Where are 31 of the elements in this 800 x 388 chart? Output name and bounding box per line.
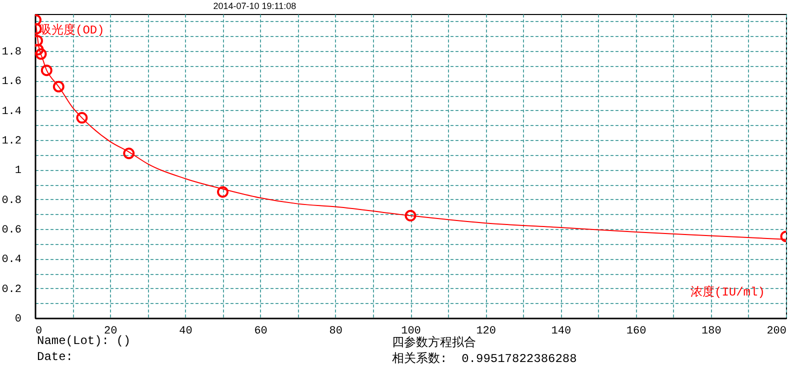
x-tick-label: 180 (701, 326, 722, 338)
point (404, 210, 416, 222)
x-tick-label: 120 (476, 326, 496, 338)
y-tick-label: 0 (14, 314, 22, 326)
point (40, 64, 52, 76)
y-tick-label: 0.4 (2, 254, 22, 266)
chart-title: 2014-07-10 19:11:08 (213, 1, 296, 11)
point (123, 148, 135, 160)
x-tick-label: 140 (551, 326, 572, 338)
x-tick-label: 160 (626, 326, 646, 338)
y-tick-label: 1.4 (2, 106, 22, 118)
y-tick-label: 0.6 (2, 224, 22, 237)
text: 四参数方程拟合 (392, 334, 476, 351)
x-tick-label: 200 (766, 326, 786, 338)
point (217, 186, 228, 198)
y-tick-label: 1.2 (2, 136, 22, 148)
y-tick-label: 1.6 (2, 76, 22, 88)
y-tick-label: 1.8 (2, 46, 22, 59)
y-tick-label: 0.8 (2, 194, 22, 207)
text: Date: (37, 350, 74, 364)
x-tick-label: 80 (329, 326, 342, 338)
x-axis-title: 浓度(IU/ml) (690, 284, 765, 300)
point (52, 80, 64, 92)
text: 相关系数: 0.99517822386288 (392, 351, 577, 367)
y-tick-label: 0.2 (2, 284, 22, 296)
x-tick-label: 60 (254, 326, 268, 338)
point (35, 48, 47, 60)
y-tick-label: 1 (14, 165, 22, 178)
x-tick-label: 40 (179, 326, 192, 338)
x-tick-label: 100 (401, 326, 421, 338)
point (76, 112, 88, 124)
